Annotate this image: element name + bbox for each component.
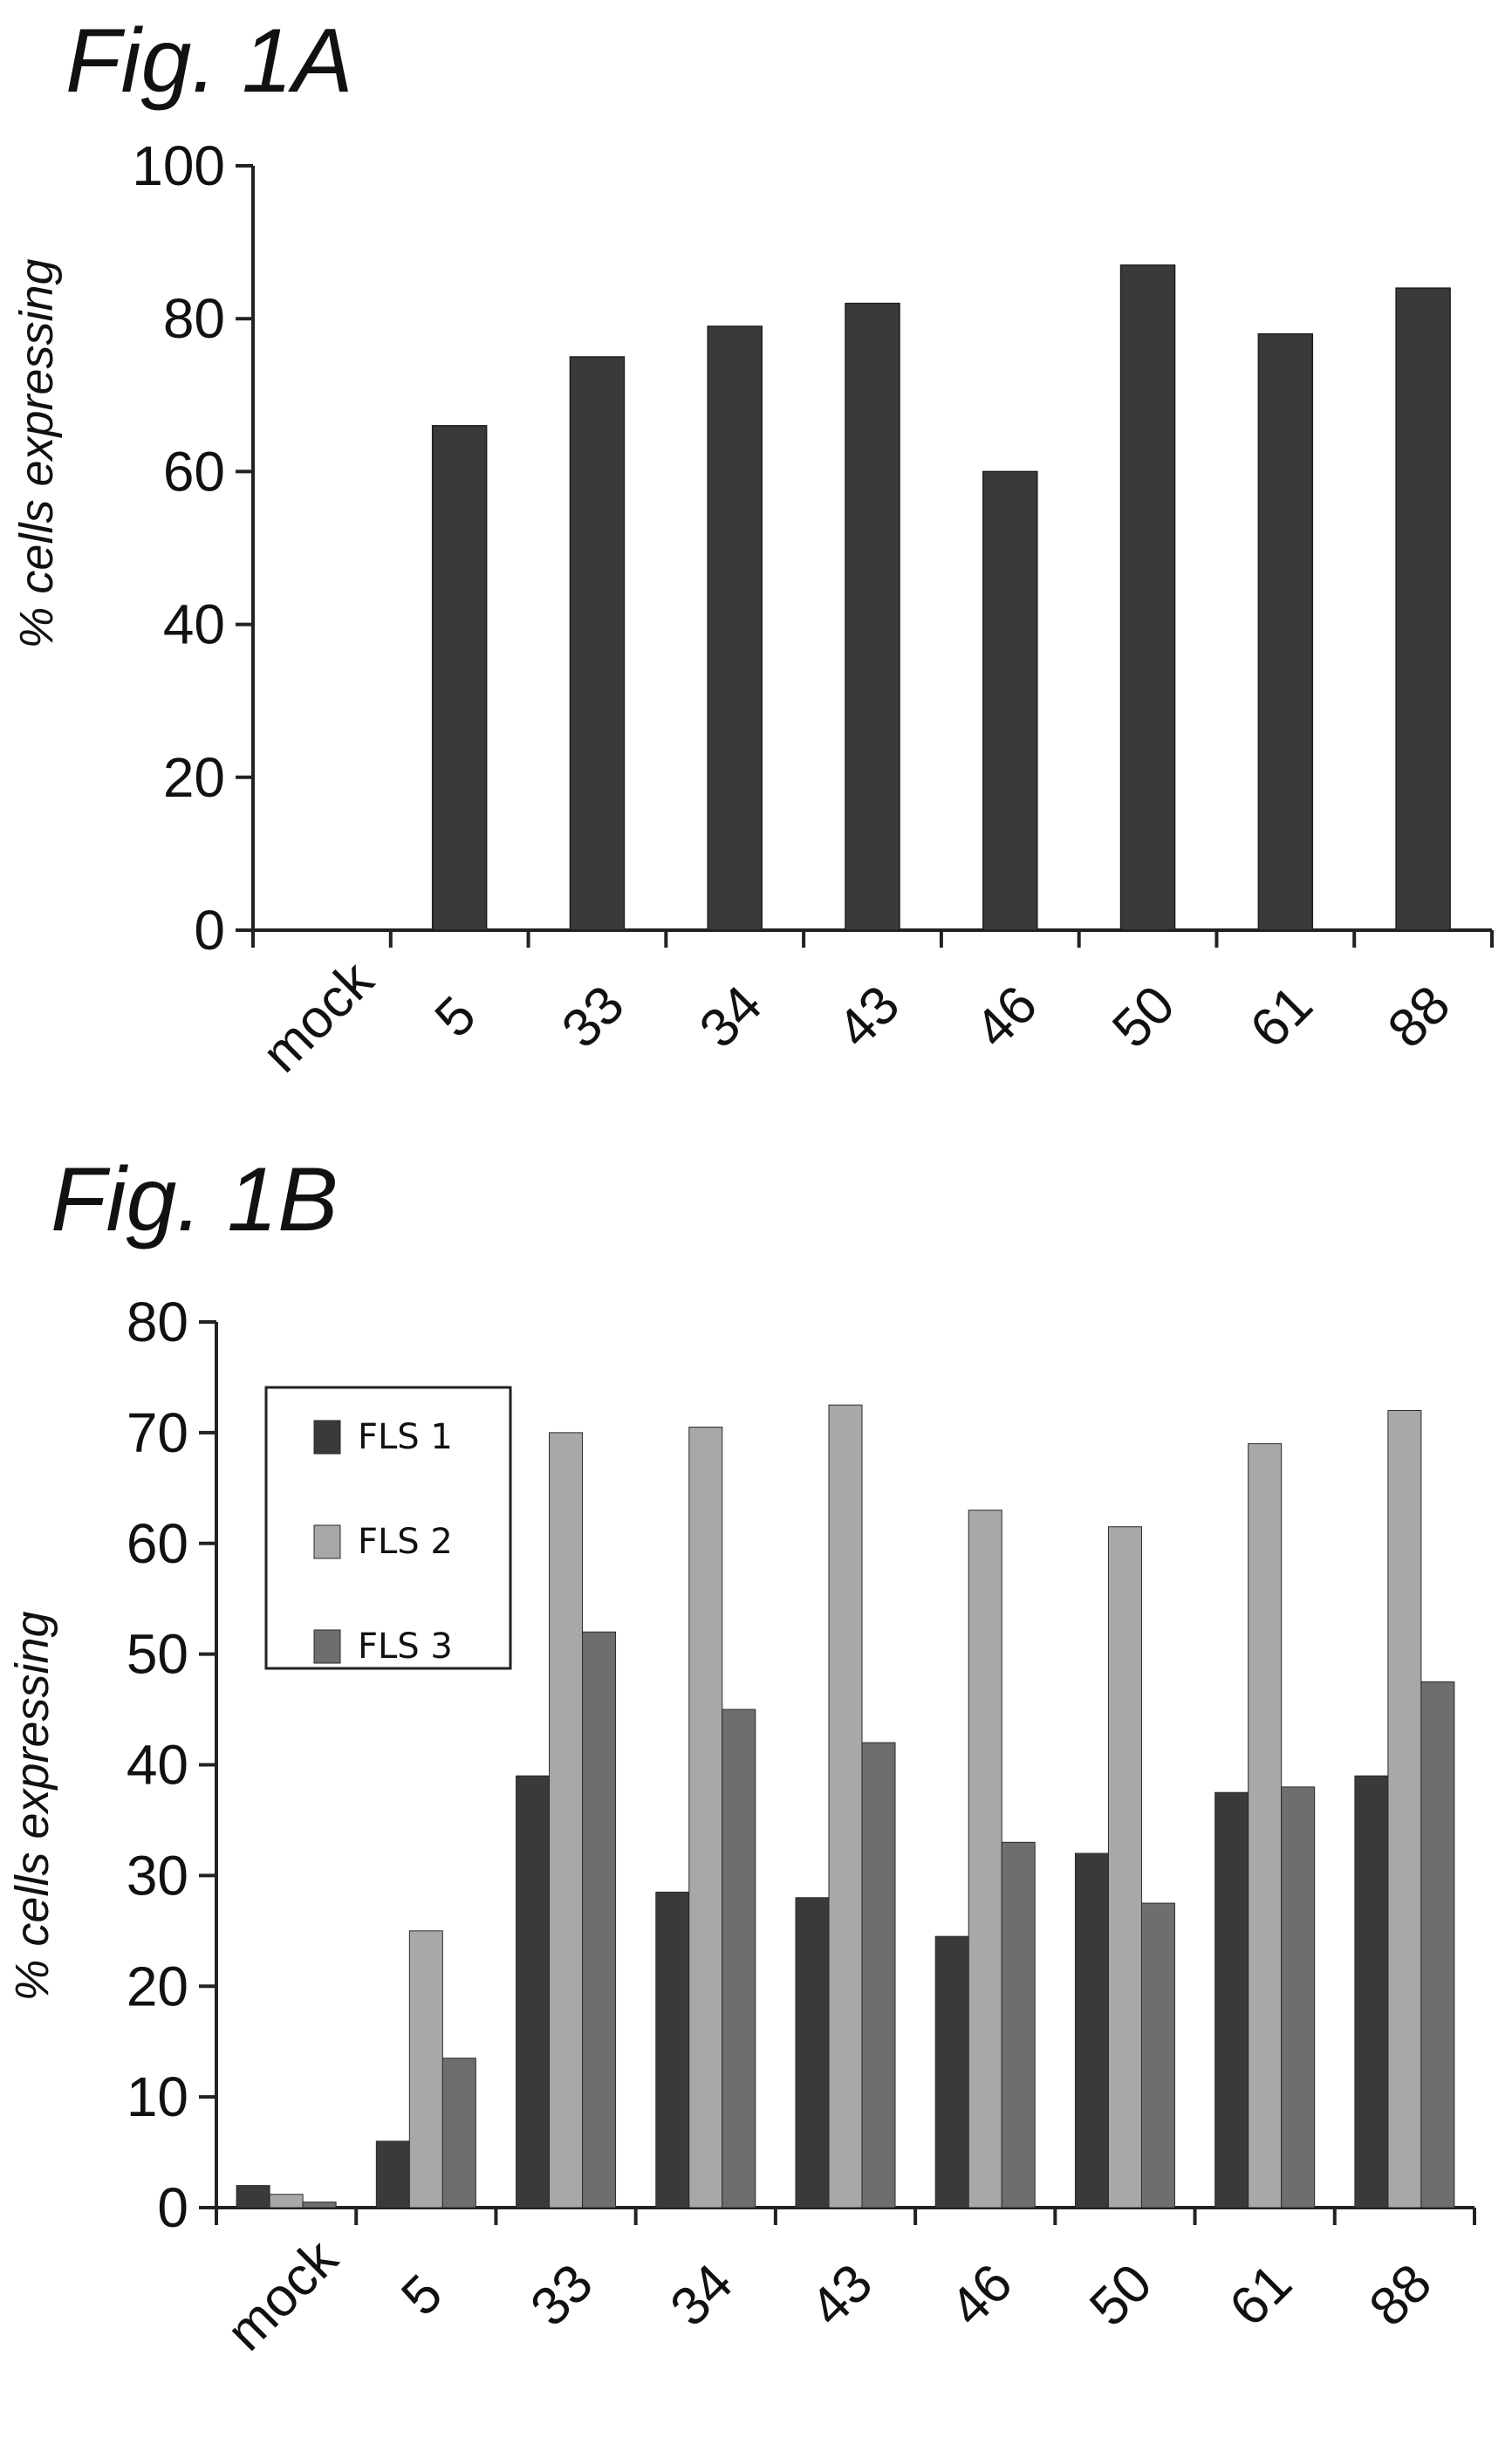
legend-swatch (313, 1524, 341, 1559)
legend-label: FLS 1 (358, 1417, 453, 1457)
y-tick-label: 50 (127, 1623, 188, 1686)
bar (1119, 264, 1176, 931)
y-tick-label: 10 (127, 2065, 188, 2128)
chart-1b: Fig. 1B % cells expressing 0 10 20 30 40 50 60 70… (6, 1149, 1476, 2362)
x-tick-label: 88 (1377, 975, 1462, 1060)
bar (569, 356, 626, 931)
x-tick-label: 50 (1078, 2253, 1164, 2339)
chart-title: Fig. 1B (51, 1149, 338, 1250)
x-tick-label: 88 (1358, 2253, 1444, 2339)
bar-fls-3 (1001, 1841, 1036, 2209)
x-tick-label: 33 (519, 2253, 605, 2339)
x-tick-label: mock (251, 949, 386, 1084)
y-tick-label: 40 (163, 593, 225, 656)
x-tick-label: 50 (1101, 975, 1187, 1060)
bar-fls-3 (1420, 1681, 1455, 2209)
legend-label: FLS 3 (358, 1626, 453, 1667)
bar-fls-1 (1214, 1791, 1249, 2209)
y-tick-label: 60 (163, 440, 225, 503)
x-tick-label: 33 (551, 975, 636, 1060)
bar (982, 470, 1038, 931)
bar-fls-1 (1354, 1775, 1389, 2209)
x-tick-label: 61 (1218, 2253, 1303, 2339)
bar-fls-3 (861, 1742, 896, 2209)
chart-1a: Fig. 1A % cells expressing 0 20 40 60 80 100 moc… (10, 10, 1494, 1084)
legend: FLS 1 FLS 2 FLS 3 (264, 1386, 512, 1670)
bar-fls-3 (302, 2202, 337, 2209)
bar-fls-3 (722, 1709, 756, 2209)
y-tick-label: 40 (127, 1734, 188, 1797)
bar-fls-1 (375, 2140, 410, 2209)
bar-fls-2 (1248, 1443, 1283, 2209)
y-tick-label: 30 (127, 1844, 188, 1907)
y-tick-label: 20 (163, 746, 225, 809)
bar-fls-1 (934, 1935, 969, 2209)
bar-fls-3 (1281, 1786, 1316, 2209)
chart-title: Fig. 1A (65, 10, 352, 112)
x-tick-label: 43 (799, 2253, 885, 2339)
y-tick-label: 20 (127, 1955, 188, 2017)
bar-fls-1 (516, 1775, 551, 2209)
bar (431, 425, 488, 931)
x-tick-label: 43 (826, 975, 912, 1060)
y-tick-label: 0 (194, 899, 225, 962)
bar (1257, 332, 1314, 931)
x-tick-label: 34 (660, 2253, 745, 2339)
bar-fls-3 (1140, 1902, 1175, 2209)
legend-label: FLS 2 (358, 1522, 453, 1562)
y-tick-label: 80 (127, 1291, 188, 1353)
bar-fls-1 (1074, 1852, 1109, 2209)
y-axis-label: % cells expressing (10, 258, 63, 648)
y-tick-label: 60 (127, 1512, 188, 1575)
y-tick-label: 100 (132, 134, 225, 197)
y-axis-label: % cells expressing (6, 1611, 58, 2001)
bar (845, 302, 900, 931)
bar-fls-3 (441, 2058, 476, 2209)
y-tick-label: 80 (163, 287, 225, 350)
bar-fls-1 (655, 1891, 690, 2209)
y-tick-label: 70 (127, 1401, 188, 1464)
x-tick-label: mock (216, 2228, 350, 2362)
bar (1395, 287, 1451, 931)
bar-fls-2 (968, 1510, 1002, 2209)
x-tick-label: 5 (390, 2263, 454, 2327)
bar-fls-2 (1107, 1526, 1142, 2209)
legend-swatch (313, 1629, 341, 1664)
bar-fls-1 (236, 2185, 270, 2209)
x-tick-label: 5 (424, 985, 488, 1049)
bar-fls-3 (582, 1631, 617, 2209)
legend-box (264, 1386, 512, 1670)
bar-fls-2 (269, 2194, 304, 2209)
bar-fls-2 (688, 1427, 723, 2209)
bar (707, 325, 763, 931)
bar-fls-2 (549, 1432, 584, 2209)
x-tick-label: 46 (939, 2253, 1024, 2339)
x-tick-label: 61 (1239, 975, 1324, 1060)
x-tick-label: 46 (964, 975, 1050, 1060)
x-tick-label: 34 (688, 975, 774, 1060)
bar-fls-2 (408, 1930, 443, 2209)
legend-swatch (313, 1420, 341, 1455)
bar-fls-1 (795, 1897, 830, 2209)
bar-fls-2 (828, 1404, 863, 2209)
bar-fls-2 (1387, 1410, 1422, 2209)
y-tick-label: 0 (157, 2176, 188, 2239)
